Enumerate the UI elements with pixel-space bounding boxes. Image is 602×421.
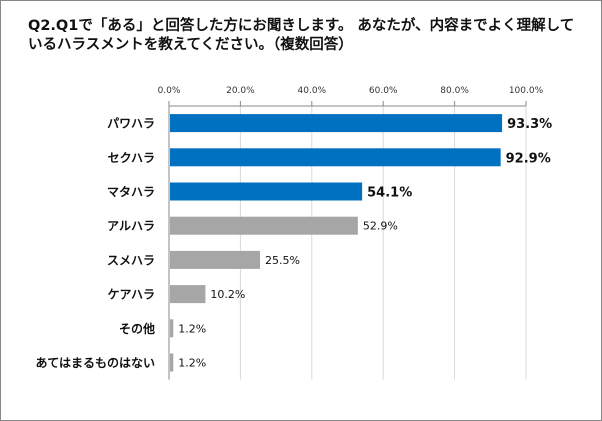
bar — [170, 250, 261, 269]
category-label: スメハラ — [107, 253, 155, 267]
x-tick-label: 100.0% — [509, 86, 544, 96]
x-tick-label: 40.0% — [298, 86, 327, 96]
bar — [170, 319, 174, 338]
bar — [170, 114, 503, 133]
bar — [170, 353, 174, 372]
category-label: その他 — [119, 321, 155, 336]
value-label: 1.2% — [178, 357, 206, 370]
bar — [170, 148, 501, 167]
x-tick-label: 60.0% — [369, 86, 398, 96]
x-tick-label: 20.0% — [226, 86, 255, 96]
value-label: 93.3% — [507, 117, 552, 132]
category-label: アルハラ — [107, 219, 155, 233]
chart-title: Q2.Q1で「ある」と回答した方にお聞きします。 あなたが、内容までよく理解して… — [28, 18, 575, 53]
category-label: パワハラ — [107, 117, 155, 131]
bar — [170, 216, 358, 235]
value-label: 54.1% — [367, 186, 412, 201]
value-label: 25.5% — [265, 254, 300, 267]
category-label: マタハラ — [107, 185, 155, 199]
category-label: ケアハラ — [107, 288, 155, 302]
x-tick-label: 80.0% — [440, 86, 469, 96]
value-label: 92.9% — [506, 151, 551, 166]
x-tick-label: 0.0% — [158, 86, 181, 96]
value-label: 52.9% — [363, 220, 398, 233]
category-label: セクハラ — [108, 151, 155, 165]
value-label: 10.2% — [210, 288, 245, 301]
bar — [170, 182, 363, 201]
bar — [170, 285, 206, 304]
value-label: 1.2% — [178, 322, 206, 335]
category-label: あてはまるものはない — [35, 356, 155, 370]
